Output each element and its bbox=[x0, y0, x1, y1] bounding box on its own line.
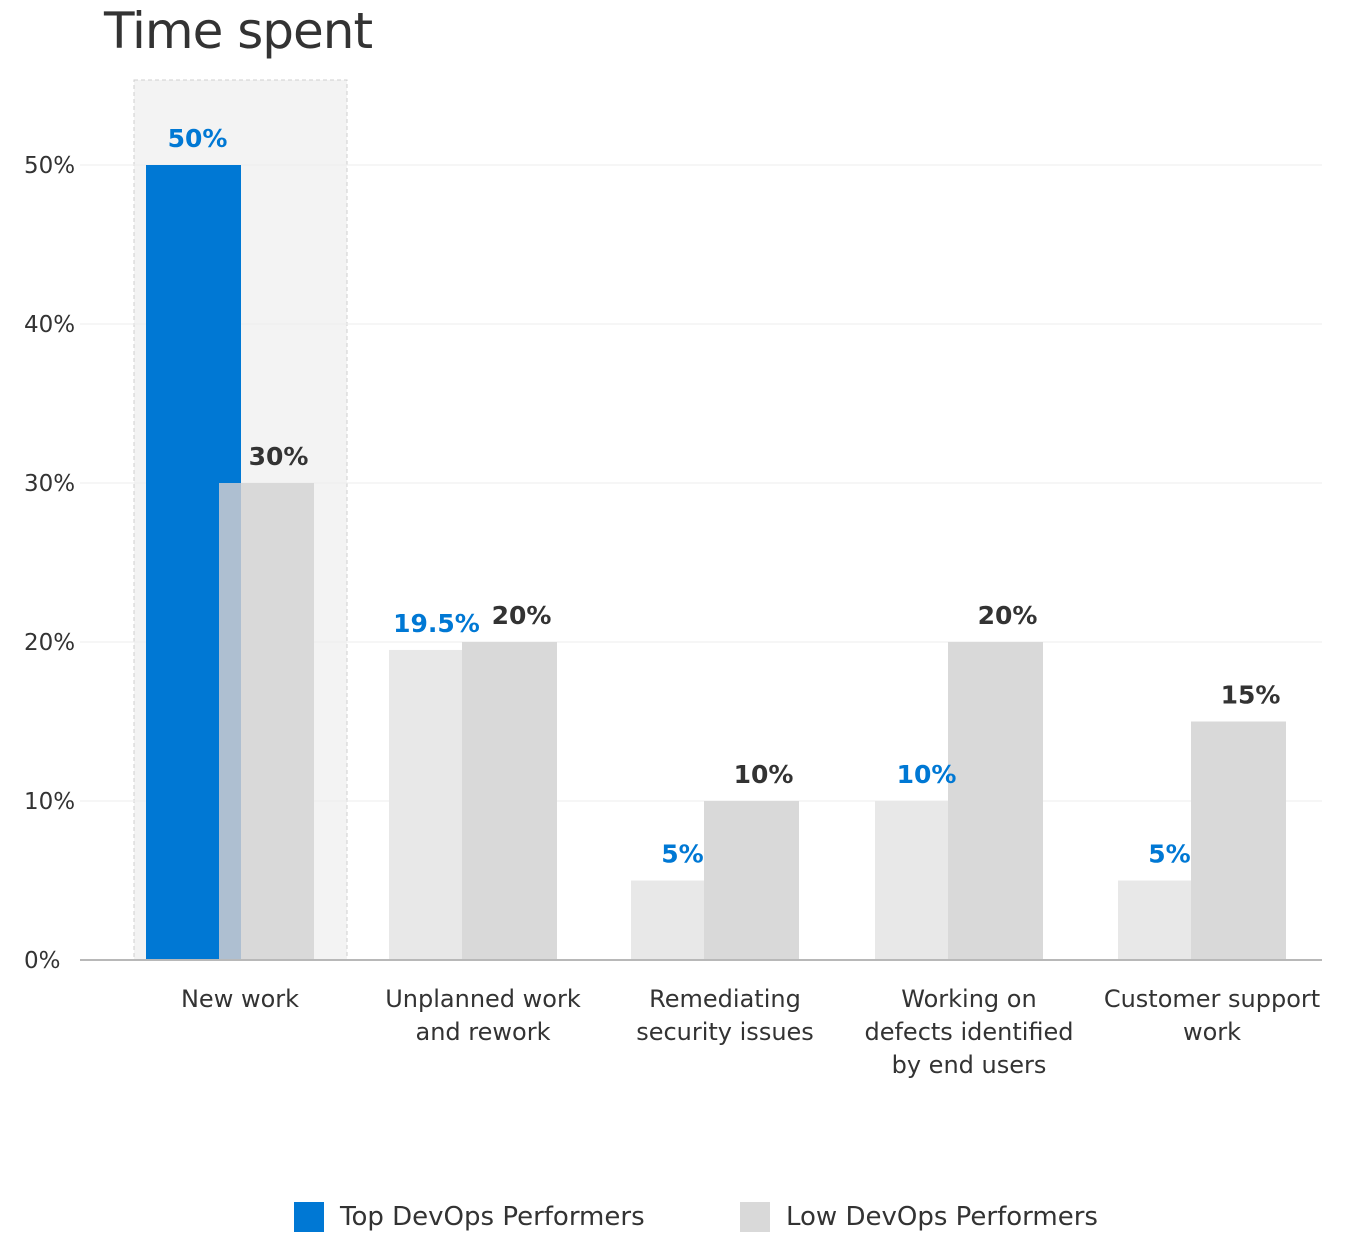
value-label-low: 20% bbox=[978, 601, 1038, 630]
y-tick-label: 10% bbox=[24, 789, 75, 815]
y-tick-label: 0% bbox=[24, 948, 61, 974]
category-label: Customer support bbox=[1104, 985, 1320, 1013]
value-label-top: 19.5% bbox=[393, 609, 480, 638]
category-label: security issues bbox=[636, 1018, 814, 1046]
value-label-top: 50% bbox=[168, 124, 228, 153]
value-label-top: 5% bbox=[661, 840, 703, 869]
value-label-low: 15% bbox=[1221, 681, 1281, 710]
legend-swatch-low bbox=[740, 1202, 770, 1232]
bar-low-performers bbox=[1191, 721, 1286, 960]
y-tick-label: 40% bbox=[24, 312, 75, 338]
value-label-low: 10% bbox=[734, 760, 794, 789]
legend-item-top: Top DevOps Performers bbox=[294, 1200, 645, 1234]
legend-label-low: Low DevOps Performers bbox=[786, 1202, 1098, 1232]
bar-low-performers bbox=[948, 642, 1043, 960]
category-label: Working on bbox=[901, 985, 1036, 1013]
category-label: Unplanned work bbox=[385, 985, 581, 1013]
category-label: and rework bbox=[416, 1018, 551, 1046]
value-label-top: 5% bbox=[1148, 840, 1190, 869]
chart-title: Time spent bbox=[104, 2, 373, 60]
legend-item-low: Low DevOps Performers bbox=[740, 1200, 1098, 1234]
bar-low-performers bbox=[462, 642, 557, 960]
value-label-top: 10% bbox=[897, 760, 957, 789]
category-label: by end users bbox=[892, 1051, 1047, 1079]
category-label: Remediating bbox=[649, 985, 801, 1013]
category-label: New work bbox=[181, 985, 299, 1013]
y-tick-label: 50% bbox=[24, 153, 75, 179]
bar-low-performers bbox=[704, 801, 799, 960]
y-tick-label: 20% bbox=[24, 630, 75, 656]
bar-overlap bbox=[219, 483, 241, 960]
value-label-low: 20% bbox=[492, 601, 552, 630]
y-tick-label: 30% bbox=[24, 471, 75, 497]
category-label: defects identified bbox=[864, 1018, 1073, 1046]
value-label-low: 30% bbox=[249, 442, 309, 471]
legend-label-top: Top DevOps Performers bbox=[340, 1202, 645, 1232]
category-label: work bbox=[1183, 1018, 1241, 1046]
legend-swatch-top bbox=[294, 1202, 324, 1232]
